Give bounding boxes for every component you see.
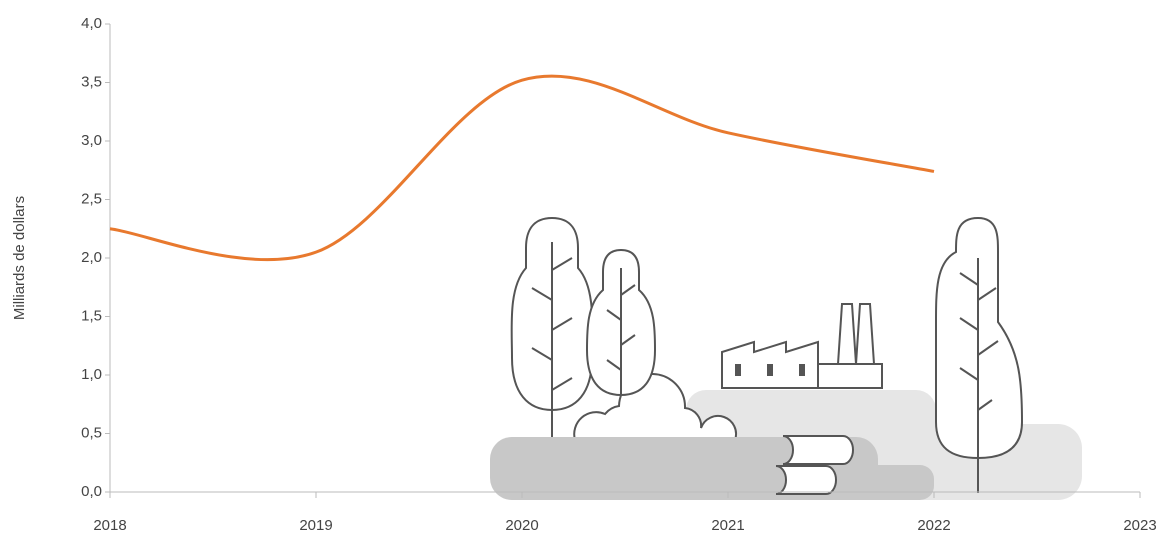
y-axis-label: Milliards de dollars — [11, 196, 28, 320]
y-tick-label: 4,0 — [81, 15, 102, 32]
y-tick-label: 2,5 — [81, 190, 102, 207]
y-tick-label: 0,0 — [81, 483, 102, 500]
y-tick-label: 3,0 — [81, 132, 102, 149]
x-tick-label: 2020 — [505, 517, 538, 534]
y-tick-label: 2,0 — [81, 249, 102, 266]
x-tick-label: 2021 — [711, 517, 744, 534]
series-line — [109, 74, 935, 262]
y-tick-label: 0,5 — [81, 424, 102, 441]
x-tick-label: 2019 — [299, 517, 332, 534]
y-tick-label: 1,0 — [81, 366, 102, 383]
y-tick-label: 3,5 — [81, 73, 102, 90]
illustration — [490, 216, 1082, 500]
x-tick-label: 2022 — [917, 517, 950, 534]
x-tick-label: 2018 — [93, 517, 126, 534]
x-tick-label: 2023 — [1123, 517, 1156, 534]
y-tick-label: 1,5 — [81, 307, 102, 324]
